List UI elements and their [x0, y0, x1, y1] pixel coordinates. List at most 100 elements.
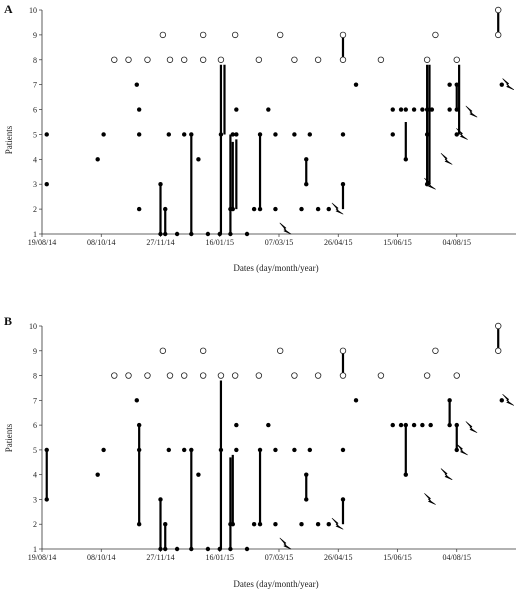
panel-b-filled-point: [189, 447, 194, 453]
panel-b-lightning-markers: [279, 394, 515, 550]
panel-b-open-point: [339, 347, 347, 354]
panel-a-y-ticks: 1 2 3 4 5 6 7 8 9 10: [29, 6, 42, 239]
panel-b-xlabel: Dates (day/month/year): [233, 579, 318, 589]
panel-b-filled-point: [158, 546, 163, 552]
panel-b-lightning-icon: [502, 394, 515, 406]
panel-b-filled-point: [136, 522, 142, 527]
panel-a-filled-point: [326, 206, 331, 212]
panel-a-filled-point: [307, 132, 313, 137]
panel-b-open-point: [377, 372, 385, 379]
panel-a-open-point: [432, 31, 439, 39]
panel-a-filled-point: [315, 206, 321, 212]
panel-b-x-tick-label: 27/11/14: [146, 553, 174, 562]
panel-a-xlabel: Dates (day/month/year): [233, 263, 318, 273]
panel-b-filled-point: [266, 422, 271, 428]
panel-b-filled-point: [403, 422, 408, 428]
panel-b-filled-point: [95, 472, 100, 477]
panel-a-filled-point: [251, 206, 257, 212]
panel-b-filled-point: [228, 546, 233, 552]
panel-a-open-point: [217, 56, 225, 63]
panel-b-filled-point: [136, 422, 142, 428]
panel-b-filled-point: [420, 422, 425, 428]
panel-a-label: A: [4, 2, 13, 16]
panel-a-filled-point: [411, 107, 417, 112]
panel-b-lightning-icon: [465, 421, 478, 433]
panel-b-filled-point: [158, 497, 163, 502]
panel-b-filled-point: [182, 447, 187, 453]
panel-a-open-point: [291, 56, 298, 63]
panel-b-y-tick-label: 4: [33, 471, 37, 480]
panel-a-lightning-icon: [456, 128, 468, 140]
panel-b-filled-point: [304, 472, 309, 477]
panel-b-x-tick-label: 19/08/14: [28, 553, 56, 562]
panel-b-axes: [41, 326, 516, 550]
panel-a-filled-point: [257, 206, 263, 212]
panel-b-y-tick-label: 10: [29, 322, 37, 331]
panel-b-filled-point: [251, 522, 257, 527]
panel-b-x-tick-label: 08/10/14: [87, 553, 115, 562]
panel-b-open-point: [495, 322, 502, 330]
panel-a-y-tick-label: 6: [33, 106, 37, 115]
panel-a-x-tick-label: 16/01/15: [206, 238, 234, 247]
panel-b-filled-point: [44, 447, 49, 453]
panel-a-filled-point: [403, 157, 408, 162]
panel-a-filled-point: [101, 132, 106, 137]
panel-b-open-point: [199, 347, 207, 354]
panel-b-filled-point: [257, 522, 263, 527]
panel-b-label: B: [4, 314, 12, 328]
panel-a-x-tick-label: 26/04/15: [324, 238, 352, 247]
panel-b-lightning-icon: [440, 468, 453, 480]
panel-a-filled-point: [499, 82, 504, 87]
panel-a-open-point: [199, 31, 207, 39]
panel-a-x-tick-label: 19/08/14: [28, 238, 56, 247]
panel-b-open-point: [217, 372, 225, 379]
panel-a-lightning-icon: [465, 105, 478, 118]
panel-b-filled-point: [230, 522, 235, 527]
panel-b-filled-point: [196, 472, 201, 477]
panel-b-filled-point: [244, 546, 250, 552]
panel-b-filled-point: [166, 447, 171, 453]
panel-a-filled-point: [136, 132, 142, 137]
panel-a-open-point: [453, 56, 460, 63]
panel-b-y-tick-label: 6: [33, 421, 37, 430]
panel-b-y-tick-label: 8: [33, 372, 37, 381]
panel-a-lightning-icon: [331, 202, 344, 215]
panel-a-open-point: [166, 56, 174, 63]
panel-a-open-point: [495, 6, 502, 14]
panel-a-filled-point: [217, 231, 222, 237]
panel-b-filled-point: [174, 546, 180, 552]
panel-b-y-tick-label: 2: [33, 520, 37, 529]
panel-b-x-tick-label: 07/03/15: [265, 553, 293, 562]
panel-b-filled-point: [403, 472, 408, 477]
panel-a-filled-point: [340, 182, 346, 187]
panel-b-open-point: [255, 372, 263, 379]
panel-b-filled-point: [205, 546, 211, 552]
panel-a-filled-point: [424, 182, 430, 187]
panel-a-y-tick-label: 8: [33, 56, 37, 65]
panel-b-filled-point: [315, 522, 321, 527]
panel-b-open-point: [159, 347, 167, 354]
panel-b-filled-point: [398, 422, 404, 428]
panel-a-filled-point: [390, 132, 395, 137]
panel-b-open-point: [276, 347, 284, 354]
panel-a-x-tick-label: 04/08/15: [443, 238, 471, 247]
panel-b-y-tick-label: 1: [33, 545, 37, 554]
panel-b-lightning-icon: [331, 517, 344, 530]
panel-a-filled-point: [424, 132, 430, 137]
panel-b-filled-point: [499, 398, 504, 403]
panel-b-open-point: [111, 372, 118, 379]
panel-b-filled-point: [447, 422, 452, 428]
panel-b-filled-point: [340, 497, 346, 502]
panel-a-lightning-markers: [279, 78, 515, 235]
panel-a-filled-point: [158, 182, 163, 187]
panel-a-y-tick-label: 10: [29, 6, 37, 15]
panel-a-filled-point: [304, 182, 309, 187]
panel-a-filled-point: [174, 231, 180, 237]
panel-a-y-tick-label: 1: [33, 230, 37, 239]
panel-a-filled-point: [244, 231, 250, 237]
panel-a-axes: [41, 10, 516, 235]
panel-b-filled-point: [292, 447, 297, 453]
panel-b-open-point: [166, 372, 174, 379]
panel-a-filled-point: [273, 206, 278, 212]
panel-a-open-point: [144, 56, 151, 63]
